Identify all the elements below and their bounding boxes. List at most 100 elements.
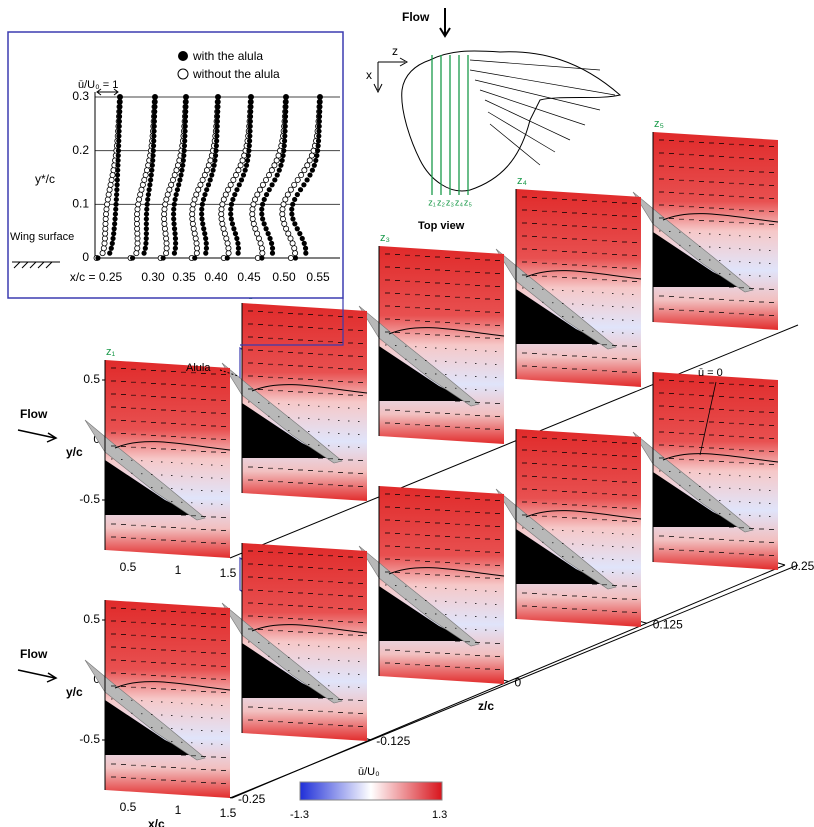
profile-filled (297, 231, 302, 236)
x-tick-label: 0.5 (120, 560, 137, 574)
profile-filled (215, 119, 220, 124)
profile-filled (181, 158, 186, 163)
profile-filled (141, 251, 146, 256)
profile-filled (246, 153, 251, 158)
profile-filled (281, 148, 286, 153)
profile-filled (143, 241, 148, 246)
profile-filled (151, 148, 156, 153)
profile-filled (215, 109, 220, 114)
z-tick-label: 0.125 (653, 617, 683, 631)
profile-filled (247, 138, 252, 143)
station-label: z₄ (517, 175, 528, 187)
profile-open (192, 231, 197, 236)
profile-open (165, 192, 170, 197)
profile-open (190, 221, 195, 226)
profile-open (105, 197, 110, 202)
profile-filled (150, 153, 155, 158)
profile-filled (183, 114, 188, 119)
profile-filled (236, 246, 241, 251)
profile-filled (290, 202, 295, 207)
profile-filled (175, 187, 180, 192)
profile-filled (152, 109, 157, 114)
profile-open (260, 182, 265, 187)
profile-filled (173, 236, 178, 241)
y-tick-label: 0.3 (72, 89, 89, 103)
profile-filled (215, 124, 220, 129)
y-axis-label: y/c (66, 445, 83, 459)
profile-filled (225, 255, 230, 260)
profile-open (254, 231, 259, 236)
profile-filled (292, 221, 297, 226)
profile-filled (263, 226, 268, 231)
profile-open (228, 182, 233, 187)
profile-filled (316, 143, 321, 148)
profile-open (143, 172, 148, 177)
profile-filled (293, 255, 298, 260)
profile-open (257, 187, 262, 192)
profile-open (288, 236, 293, 241)
profile-filled (152, 119, 157, 124)
colorbar (300, 782, 442, 800)
profile-filled (283, 119, 288, 124)
x-label: 0.35 (172, 270, 196, 284)
profile-open (219, 216, 224, 221)
profile-filled (180, 163, 185, 168)
profile-filled (248, 94, 253, 99)
station-label: z₄ (455, 197, 464, 207)
profile-open (269, 168, 274, 173)
profile-open (135, 246, 140, 251)
profile-filled (144, 231, 149, 236)
profile-filled (144, 226, 149, 231)
profile-filled (243, 168, 248, 173)
top-view-caption: Top view (418, 220, 465, 232)
profile-open (175, 163, 180, 168)
profile-open (281, 202, 286, 207)
profile-filled (116, 138, 121, 143)
profile-filled (114, 182, 119, 187)
profile-filled (183, 104, 188, 109)
profile-filled (200, 202, 205, 207)
profile-open (259, 246, 264, 251)
profile-filled (212, 158, 217, 163)
profile-filled (259, 255, 264, 260)
profile-filled (116, 153, 121, 158)
profile-filled (280, 153, 285, 158)
profile-open (106, 192, 111, 197)
profile-filled (282, 143, 287, 148)
profile-filled (148, 177, 153, 182)
profile-filled (304, 177, 309, 182)
profile-filled (144, 236, 149, 241)
profile-filled (110, 241, 115, 246)
profile-filled (248, 124, 253, 129)
profile-filled (310, 168, 315, 173)
profile-filled (317, 99, 322, 104)
profile-filled (317, 109, 322, 114)
profile-filled (215, 104, 220, 109)
z-tick-label: -0.125 (376, 734, 410, 748)
profile-open (206, 163, 211, 168)
z-tick-label: -0.25 (238, 792, 266, 806)
profile-filled (246, 148, 251, 153)
profile-filled (204, 187, 209, 192)
profile-open (135, 231, 140, 236)
profile-filled (183, 119, 188, 124)
profile-filled (110, 236, 115, 241)
profile-open (107, 187, 112, 192)
profile-filled (264, 192, 269, 197)
profile-open (286, 231, 291, 236)
profile-open (283, 197, 288, 202)
profile-open (231, 177, 236, 182)
profile-open (135, 226, 140, 231)
profile-filled (277, 168, 282, 173)
profile-filled (244, 163, 249, 168)
profile-open (134, 211, 139, 216)
profile-filled (150, 158, 155, 163)
profile-filled (278, 163, 283, 168)
x-label: 0.40 (204, 270, 228, 284)
profile-open (274, 158, 279, 163)
profile-open (250, 207, 255, 212)
profile-filled (267, 236, 272, 241)
profile-open (139, 187, 144, 192)
profile-open (110, 172, 115, 177)
station-label: z₁ (428, 197, 436, 207)
